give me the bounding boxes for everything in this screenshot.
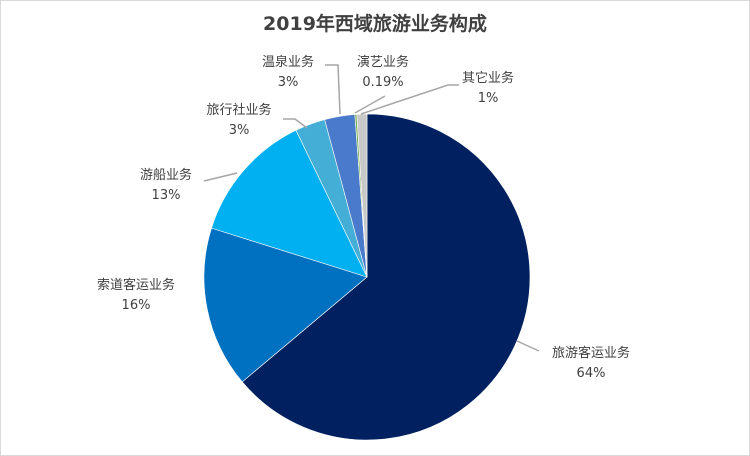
slice-percent-label: 3% [229, 123, 250, 138]
leader-line-5 [354, 95, 386, 114]
leader-line-6 [360, 84, 459, 115]
slice-name-label: 温泉业务 [262, 54, 314, 70]
slice-name-label: 演艺业务 [357, 54, 409, 70]
leader-line-3 [283, 118, 308, 129]
slice-percent-label: 16% [122, 298, 151, 313]
slice-percent-label: 1% [478, 91, 499, 106]
chart-title: 2019年西域旅游业务构成 [263, 13, 487, 35]
leader-line-2 [203, 172, 238, 182]
slice-name-label: 索道客运业务 [97, 277, 175, 293]
slice-name-label: 旅游客运业务 [552, 345, 630, 361]
slice-percent-label: 3% [278, 75, 299, 90]
slice-name-label: 其它业务 [462, 70, 514, 86]
slice-percent-label: 0.19% [362, 75, 403, 90]
leader-line-0 [516, 340, 540, 352]
slice-name-label: 旅行社业务 [206, 102, 271, 118]
slice-percent-label: 64% [577, 366, 606, 381]
leader-line-4 [325, 64, 341, 115]
slice-percent-label: 13% [152, 188, 181, 203]
pie-slice-2 [211, 129, 368, 278]
pie-slice-1 [203, 227, 368, 383]
slice-name-label: 游船业务 [140, 167, 192, 183]
pie-slice-0 [241, 113, 531, 441]
